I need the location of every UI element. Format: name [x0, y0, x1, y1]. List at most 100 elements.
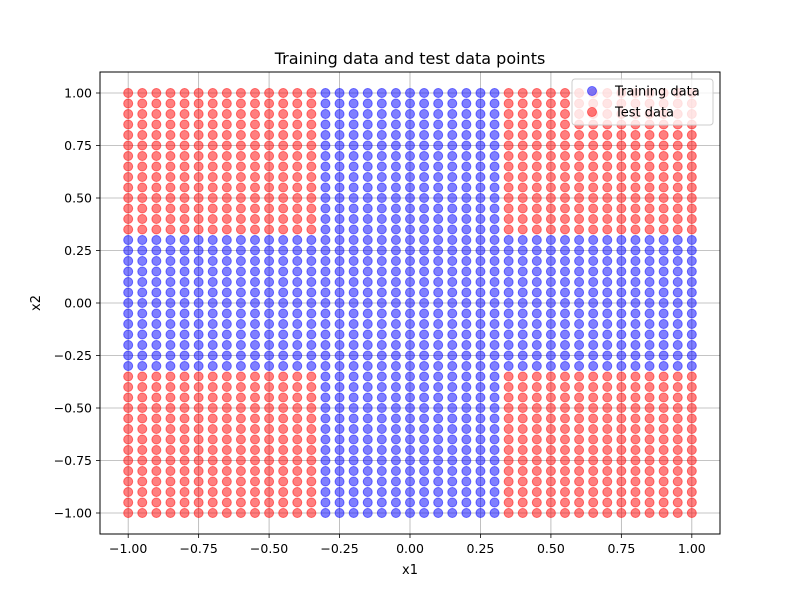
data-points: [123, 88, 697, 518]
training-point: [419, 119, 430, 130]
training-point: [165, 350, 176, 361]
training-point: [433, 424, 444, 434]
training-point: [207, 308, 218, 319]
test-point: [292, 497, 303, 508]
test-point: [137, 172, 148, 182]
training-point: [419, 445, 430, 455]
training-point: [489, 193, 500, 203]
test-point: [207, 508, 218, 518]
training-point: [362, 476, 373, 487]
training-point: [447, 424, 458, 434]
training-point: [419, 350, 430, 361]
training-point: [390, 287, 401, 298]
test-point: [207, 455, 218, 466]
test-point: [517, 140, 528, 151]
training-point: [362, 392, 373, 403]
training-point: [390, 434, 401, 445]
training-point: [123, 277, 134, 287]
test-point: [207, 466, 218, 476]
training-point: [278, 235, 289, 245]
test-point: [616, 434, 627, 445]
test-point: [531, 403, 542, 413]
test-point: [179, 109, 190, 119]
training-point: [405, 119, 415, 130]
training-point: [616, 298, 627, 308]
training-point: [405, 329, 415, 340]
training-point: [320, 508, 331, 518]
test-point: [686, 214, 697, 224]
test-point: [151, 371, 162, 382]
test-point: [137, 130, 148, 140]
training-point: [376, 413, 387, 424]
training-point: [602, 308, 613, 319]
training-point: [207, 245, 218, 256]
training-point: [644, 256, 655, 266]
test-point: [151, 424, 162, 434]
training-point: [390, 266, 401, 277]
training-point: [489, 287, 500, 298]
training-point: [179, 266, 190, 277]
test-point: [278, 487, 289, 497]
test-point: [165, 508, 176, 518]
training-point: [644, 319, 655, 329]
test-point: [503, 119, 514, 130]
test-point: [545, 88, 556, 98]
training-point: [235, 329, 246, 340]
training-point: [475, 245, 486, 256]
training-point: [658, 308, 669, 319]
test-point: [264, 382, 275, 392]
training-point: [137, 245, 148, 256]
test-point: [503, 434, 514, 445]
test-point: [278, 161, 289, 172]
training-point: [588, 245, 599, 256]
test-point: [137, 508, 148, 518]
test-point: [207, 98, 218, 109]
test-point: [278, 172, 289, 182]
test-point: [616, 403, 627, 413]
training-point: [447, 497, 458, 508]
training-point: [503, 245, 514, 256]
training-point: [545, 256, 556, 266]
training-point: [489, 140, 500, 151]
test-point: [306, 445, 317, 455]
training-point: [334, 424, 345, 434]
test-point: [560, 161, 570, 172]
test-point: [193, 161, 204, 172]
training-point: [419, 277, 430, 287]
training-point: [264, 277, 275, 287]
y-axis-label: x2: [29, 295, 44, 311]
training-point: [376, 424, 387, 434]
training-point: [419, 371, 430, 382]
training-point: [616, 277, 627, 287]
training-point: [362, 182, 373, 193]
training-point: [348, 214, 359, 224]
test-point: [278, 88, 289, 98]
training-point: [461, 224, 472, 235]
training-point: [461, 329, 472, 340]
test-point: [588, 182, 599, 193]
training-point: [447, 476, 458, 487]
training-point: [362, 361, 373, 371]
training-point: [362, 151, 373, 161]
training-point: [405, 193, 415, 203]
training-point: [334, 277, 345, 287]
training-point: [433, 119, 444, 130]
training-point: [320, 88, 331, 98]
training-point: [376, 371, 387, 382]
test-point: [123, 88, 134, 98]
training-point: [489, 88, 500, 98]
training-point: [250, 340, 260, 350]
test-point: [531, 371, 542, 382]
test-point: [193, 130, 204, 140]
test-point: [517, 434, 528, 445]
training-point: [616, 319, 627, 329]
training-point: [461, 413, 472, 424]
test-point: [602, 455, 613, 466]
test-point: [644, 508, 655, 518]
training-point: [235, 245, 246, 256]
test-point: [179, 214, 190, 224]
test-point: [531, 424, 542, 434]
test-point: [193, 508, 204, 518]
training-point: [419, 224, 430, 235]
training-point: [616, 235, 627, 245]
